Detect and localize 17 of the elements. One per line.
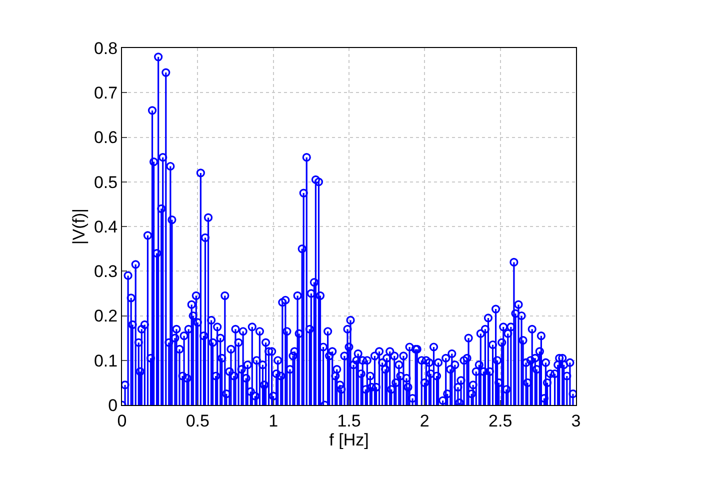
y-tick-label: 0.5 — [94, 172, 118, 192]
y-tick-label: 0.6 — [94, 128, 118, 148]
x-tick-label: 1.5 — [337, 411, 361, 430]
y-tick-label: 0.8 — [94, 38, 118, 58]
y-axis-title: |V(f)| — [70, 208, 89, 245]
y-tick-label: 0.3 — [94, 262, 118, 282]
x-tick-label: 2.5 — [488, 411, 512, 430]
x-tick-label: 0.5 — [186, 411, 210, 430]
y-tick-label: 0.7 — [94, 84, 118, 103]
y-tick-label: 0 — [108, 396, 118, 415]
x-tick-label: 2 — [420, 411, 430, 430]
y-tick-label: 0.2 — [94, 306, 118, 326]
x-axis-title: f [Hz] — [329, 430, 369, 450]
y-tick-label: 0.1 — [94, 351, 118, 370]
x-tick-label: 1 — [268, 411, 278, 430]
x-tick-label: 3 — [571, 411, 581, 430]
y-tick-label: 0.4 — [94, 217, 118, 236]
